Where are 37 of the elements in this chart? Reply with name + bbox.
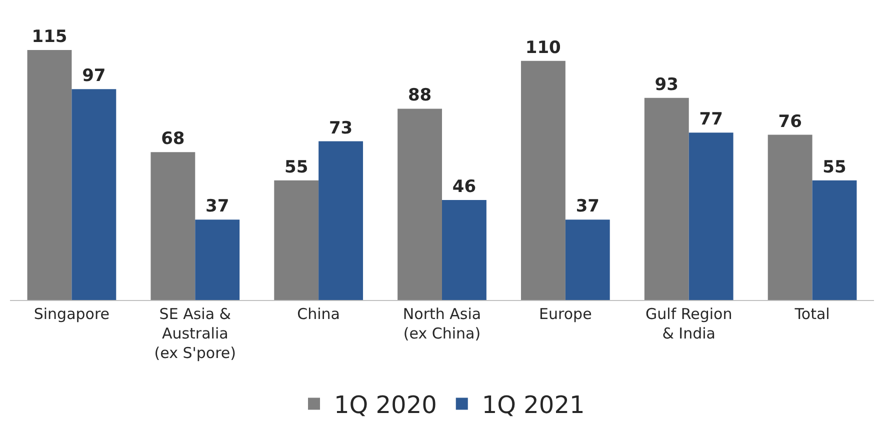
legend-label: 1Q 2020	[334, 391, 437, 420]
bar	[72, 89, 116, 300]
x-tick-label: Europe	[539, 305, 592, 323]
data-label: 37	[576, 196, 600, 217]
data-label: 115	[32, 27, 68, 47]
data-label: 37	[206, 196, 230, 217]
x-tick-label: Gulf Region & India	[646, 305, 732, 342]
data-label: 76	[778, 112, 802, 132]
bar	[442, 200, 486, 300]
data-label: 68	[161, 129, 185, 150]
x-tick-label: North Asia (ex China)	[402, 305, 482, 342]
bar	[398, 108, 442, 300]
bar	[27, 50, 72, 300]
bar	[565, 220, 610, 300]
x-tick-label: China	[297, 305, 340, 323]
legend-label: 1Q 2021	[482, 391, 585, 420]
data-label: 46	[452, 177, 476, 197]
data-label: 110	[525, 38, 562, 58]
bar	[318, 141, 364, 300]
data-label: 97	[82, 66, 106, 86]
data-label: 73	[328, 118, 353, 138]
x-tick-label: Total	[794, 305, 830, 323]
bar	[812, 180, 857, 300]
bar	[195, 220, 240, 300]
bar	[688, 132, 734, 300]
data-label: 55	[822, 157, 846, 178]
bar	[150, 152, 196, 300]
data-label: 55	[284, 157, 308, 178]
x-tick-label: Singapore	[34, 305, 110, 323]
x-tick-label: SE Asia & Australia (ex S'pore)	[154, 305, 236, 362]
data-label: 88	[408, 86, 432, 106]
bar	[768, 134, 812, 300]
bar	[644, 98, 689, 300]
bar	[520, 60, 566, 300]
data-label: 93	[654, 74, 678, 95]
data-label: 77	[699, 110, 723, 130]
bar	[274, 180, 319, 300]
